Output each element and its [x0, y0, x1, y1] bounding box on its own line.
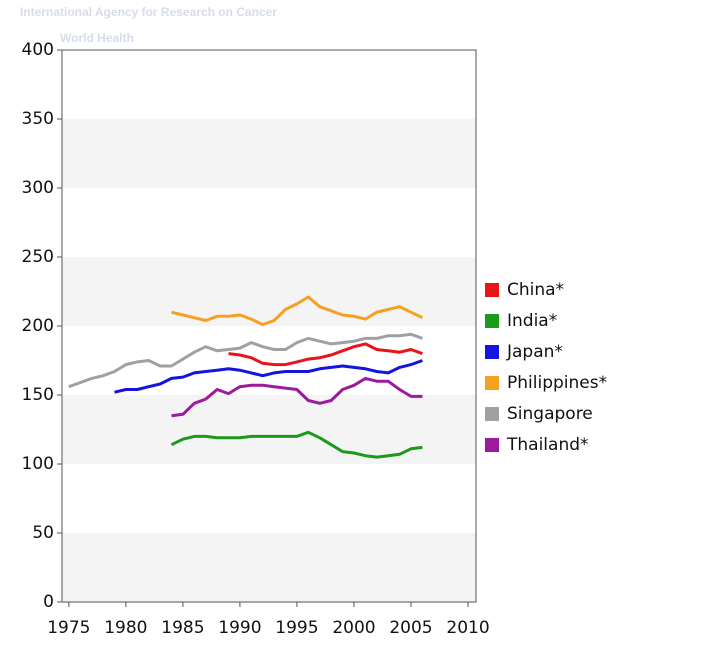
legend-label: Singapore [507, 404, 593, 424]
series-line [171, 376, 423, 418]
legend-label: Japan* [506, 342, 563, 362]
legend-swatch [485, 407, 499, 421]
legend-swatch [485, 438, 499, 452]
series-line [114, 359, 423, 394]
y-tick-label: 250 [22, 247, 54, 267]
grid-band [62, 395, 476, 464]
legend-swatch [485, 283, 499, 297]
legend-swatch [485, 376, 499, 390]
x-tick-label: 1975 [47, 618, 90, 638]
y-tick-label: 100 [22, 454, 54, 474]
y-tick-label: 0 [43, 592, 54, 612]
legend-label: Thailand* [506, 435, 589, 455]
y-tick-label: 50 [32, 523, 54, 543]
y-tick-label: 300 [22, 178, 54, 198]
legend-swatch [485, 345, 499, 359]
y-tick-label: 150 [22, 385, 54, 405]
grid-band [62, 257, 476, 326]
x-tick-label: 2010 [446, 618, 489, 638]
x-tick-label: 1990 [218, 618, 261, 638]
legend-label: Philippines* [507, 373, 607, 393]
grid-band [62, 119, 476, 188]
y-tick-label: 350 [22, 109, 54, 129]
header-agency: International Agency for Research on Can… [20, 5, 277, 19]
x-tick-label: 2000 [332, 618, 375, 638]
grid-band [62, 533, 476, 602]
x-tick-label: 1980 [104, 618, 147, 638]
x-tick-label: 2005 [389, 618, 432, 638]
y-tick-label: 400 [22, 40, 54, 60]
x-tick-label: 1985 [161, 618, 204, 638]
series-line [228, 342, 423, 367]
header-logo: World Health [60, 31, 134, 45]
y-tick-label: 200 [22, 316, 54, 336]
series-line [68, 332, 423, 389]
x-tick-label: 1995 [275, 618, 318, 638]
series-line [171, 295, 424, 327]
series-line [170, 430, 423, 459]
legend-swatch [485, 314, 499, 328]
legend-label: India* [507, 311, 557, 331]
legend-label: China* [507, 280, 564, 300]
